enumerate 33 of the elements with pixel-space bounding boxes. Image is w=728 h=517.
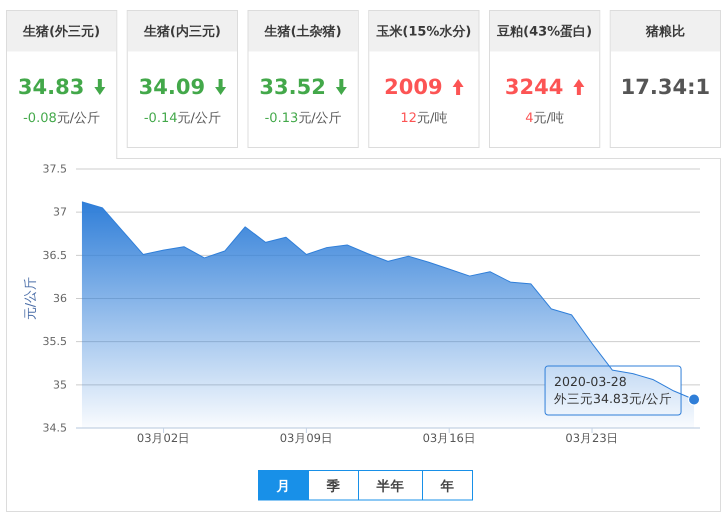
category-label: 生猪(土杂猪) bbox=[264, 24, 342, 40]
y-tick-label: 35.5 bbox=[42, 335, 67, 348]
category-label: 生猪(内三元) bbox=[142, 24, 221, 40]
y-tick-label: 37.5 bbox=[42, 162, 67, 176]
category-label: 生猪(外三元) bbox=[22, 24, 100, 40]
y-tick-label: 35 bbox=[53, 378, 67, 392]
data-label: 34.09 bbox=[138, 75, 206, 99]
category-label: 玉米(15%水分) bbox=[375, 24, 472, 40]
data-label: 12元/吨 bbox=[400, 110, 448, 126]
data-label: 2009 bbox=[384, 75, 443, 99]
data-label: 17.34:1 bbox=[620, 75, 710, 99]
data-label: 4元/吨 bbox=[525, 110, 564, 126]
category-label: 豆粕(43%蛋白) bbox=[496, 24, 592, 40]
y-axis-title: 元/公斤 bbox=[24, 276, 38, 320]
category-label: 猪粮比 bbox=[644, 23, 685, 40]
y-tick-label: 34.5 bbox=[42, 422, 67, 434]
data-label: 33.52 bbox=[259, 75, 326, 99]
y-tick-label: 36.5 bbox=[42, 248, 67, 262]
x-tick-label: 03月23日 bbox=[565, 431, 619, 445]
button[interactable]: 半年 bbox=[358, 470, 423, 500]
y-tick-label: 37 bbox=[53, 206, 67, 219]
data-label: -0.14元/公斤 bbox=[144, 110, 221, 126]
annotation: 2020-03-28 外三元34.83元/公斤 bbox=[554, 374, 672, 406]
data-label: -0.08元/公斤 bbox=[23, 110, 100, 126]
x-tick-label: 03月16日 bbox=[422, 431, 476, 445]
button[interactable]: 年 bbox=[422, 470, 473, 500]
y-tick-label: 36 bbox=[53, 292, 67, 305]
data-label: 34.83 bbox=[18, 75, 84, 99]
x-tick-label: 03月02日 bbox=[136, 431, 190, 445]
button[interactable]: 季 bbox=[308, 470, 359, 500]
x-tick-label: 03月09日 bbox=[280, 431, 334, 445]
data-label: 3244 bbox=[504, 75, 564, 99]
data-label: -0.13元/公斤 bbox=[264, 110, 342, 126]
